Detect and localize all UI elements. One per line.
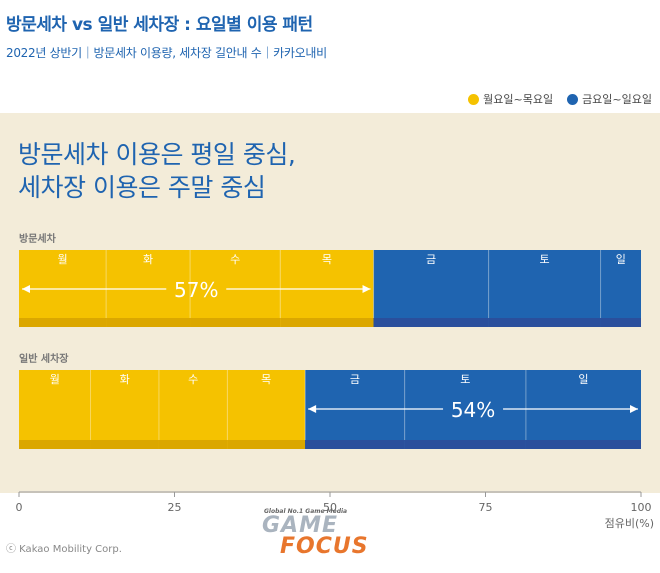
legend-weekday-swatch — [468, 93, 480, 105]
segment-day-label: 목 — [261, 373, 271, 386]
legend: 월요일~목요일 금요일~일요일 — [468, 91, 652, 107]
segment-day-label: 금 — [350, 373, 360, 386]
chart-subtitle: 2022년 상반기｜방문세차 이용량, 세차장 길안내 수｜카카오내비 — [6, 46, 327, 60]
legend-item-weekday: 월요일~목요일 — [468, 91, 553, 107]
bar-segment-band — [19, 440, 91, 449]
bar-segment-band — [158, 440, 228, 449]
bar-segment — [600, 250, 641, 327]
x-axis-label: 점유비(%) — [605, 517, 654, 530]
highlight-arrowhead-right — [630, 405, 638, 413]
bar-segment-band — [305, 440, 405, 449]
segment-day-label: 토 — [540, 253, 550, 266]
bar-segment-band — [525, 440, 641, 449]
segment-day-label: 금 — [426, 253, 436, 266]
headline-line-2: 세차장 이용은 주말 중심 — [18, 173, 266, 202]
bar-segment-band — [190, 318, 281, 327]
legend-weekend-swatch — [567, 93, 579, 105]
bar-segment-band — [488, 318, 601, 327]
row-label: 방문세차 — [19, 232, 57, 245]
chart-title: 방문세차 vs 일반 세차장 : 요일별 이용 패턴 — [6, 15, 313, 35]
bar-segment-band — [227, 440, 306, 449]
segment-day-label: 화 — [120, 373, 130, 386]
segment-day-label: 일 — [578, 372, 588, 386]
x-tick-label: 50 — [323, 501, 337, 514]
bar-segment-band — [280, 318, 374, 327]
x-tick-label: 25 — [168, 501, 182, 514]
logo-game-text: GAME — [262, 513, 339, 538]
highlight-arrowhead-right — [362, 285, 371, 293]
legend-item-weekend: 금요일~일요일 — [567, 91, 652, 107]
bar-segment-band — [373, 318, 489, 327]
logo-tagline: Global No.1 Game Media — [264, 508, 348, 515]
segment-day-label: 월 — [57, 253, 67, 266]
bar-segment — [19, 370, 91, 449]
bar-segment — [373, 250, 489, 327]
segment-day-label: 수 — [230, 253, 240, 266]
highlight-arrowhead-left — [308, 405, 317, 413]
bar-segment-band — [600, 318, 641, 327]
bar-segment-band — [404, 440, 526, 449]
segment-day-label: 화 — [143, 253, 153, 266]
copyright-credit: ⓒ Kakao Mobility Corp. — [6, 544, 122, 555]
headline-line-1: 방문세차 이용은 평일 중심, — [18, 140, 296, 169]
bar-segment — [488, 250, 601, 327]
legend-weekday-label: 월요일~목요일 — [483, 93, 554, 106]
highlight-share-label: 57% — [174, 278, 218, 302]
bar-segment-band — [90, 440, 159, 449]
segment-day-label: 월 — [50, 373, 60, 386]
x-tick-label: 0 — [16, 501, 23, 514]
segment-day-label: 일 — [616, 252, 626, 266]
gamefocus-logo: Global No.1 Game Media GAME FOCUS — [262, 508, 412, 568]
bar-segment — [227, 370, 306, 449]
bar-segment-band — [106, 318, 191, 327]
bar-segment — [158, 370, 228, 449]
segment-day-label: 수 — [188, 373, 198, 386]
logo-focus-text: FOCUS — [280, 534, 369, 559]
headline: 방문세차 이용은 평일 중심, 세차장 이용은 주말 중심 — [18, 138, 296, 204]
row-label: 일반 세차장 — [19, 352, 69, 365]
highlight-arrowhead-left — [22, 285, 30, 293]
legend-weekend-label: 금요일~일요일 — [582, 93, 652, 106]
segment-day-label: 목 — [322, 253, 332, 266]
x-tick-label: 100 — [631, 501, 652, 514]
x-tick-label: 75 — [479, 501, 493, 514]
bar-segment — [90, 370, 159, 449]
bar-segment-band — [19, 318, 107, 327]
segment-day-label: 토 — [460, 373, 470, 386]
highlight-share-label: 54% — [451, 398, 495, 422]
